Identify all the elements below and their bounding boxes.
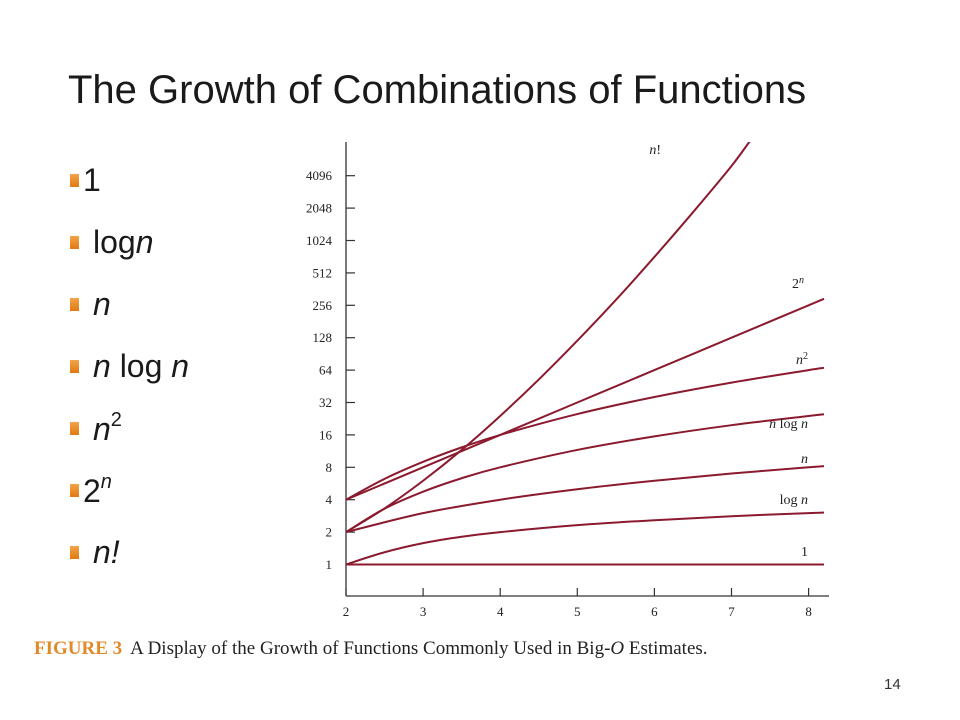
y-tick-label: 1024 [306, 233, 333, 248]
bullet-text-part: 2 [110, 408, 122, 431]
x-tick-label: 2 [343, 604, 350, 619]
bullet-text-part: 2 [83, 472, 101, 509]
bullet-text: n2 [93, 409, 122, 448]
series-label-n: n [801, 452, 808, 467]
bullet-square-icon [70, 235, 79, 249]
growth-chart: 1 2 4 8 16 32 64 128 256 512 1024 2048 4096 2 3 4 5 6 7 8 1 l… [306, 142, 829, 619]
series-label-part: n [799, 275, 804, 286]
series-line-log-n [346, 511, 825, 566]
bullet-square-icon [70, 421, 79, 435]
bullet-square-icon [70, 297, 79, 311]
figure-label: FIGURE 3 [34, 638, 123, 659]
series-label-part: log [776, 417, 801, 432]
series-line-n-2 [346, 366, 825, 501]
bullet-item: 1 [70, 160, 101, 200]
figure-caption: FIGURE 3 A Display of the Growth of Funct… [34, 638, 708, 660]
bullet-text: n log n [93, 348, 189, 385]
series-label-n-: n! [649, 143, 661, 158]
x-tick-label: 8 [805, 604, 812, 619]
x-tick-label: 5 [574, 604, 581, 619]
series-label-part: log [780, 493, 801, 508]
bullet-text-part: n [171, 347, 190, 384]
bullet-item: n [70, 284, 111, 324]
bullet-text: logn [93, 224, 154, 261]
caption-text-before: A Display of the Growth of Functions Com… [130, 638, 611, 659]
bullet-square-icon [70, 359, 79, 373]
series-label-part: n [769, 417, 776, 432]
series-label-part: n [801, 493, 808, 508]
y-tick-label: 16 [319, 427, 333, 442]
series-label-1: 1 [801, 545, 808, 560]
bullet-text-part: 1 [83, 161, 101, 198]
bullet-text-part: ! [110, 533, 120, 570]
series-label-part: 1 [801, 545, 808, 560]
x-tick-label: 4 [497, 604, 504, 619]
bullet-superscript: 2 [111, 409, 122, 431]
y-tick-label: 4096 [306, 168, 333, 183]
y-tick-label: 128 [313, 330, 333, 345]
bullet-text-part: n [93, 347, 111, 384]
y-tick-label: 512 [313, 265, 333, 280]
series-label-part: n [649, 143, 656, 158]
x-tick-label: 7 [728, 604, 735, 619]
series-label-part: n [796, 353, 803, 368]
bullet-text: n [93, 286, 111, 323]
y-tick-label: 4 [326, 492, 333, 507]
series-label-part: n [801, 417, 808, 432]
series-label-part: n [801, 452, 808, 467]
y-tick-label: 64 [319, 363, 333, 378]
y-tick-label: 32 [319, 395, 332, 410]
bullet-square-icon [70, 545, 79, 559]
bullet-text: n! [93, 534, 120, 571]
bullet-text-part: log [93, 223, 136, 260]
bullet-text-part: n [93, 533, 111, 570]
bullet-text-part: n [93, 285, 111, 322]
bullet-text: 2n [83, 471, 112, 510]
bullet-item: n2 [70, 408, 122, 448]
series-line-n [346, 465, 825, 534]
y-tick-label: 8 [326, 460, 333, 475]
y-tick-label: 2 [326, 525, 333, 540]
series-line-n- [346, 142, 751, 533]
bullet-text-part: log [110, 347, 172, 384]
bullet-item: n log n [70, 346, 189, 386]
bullet-text-part: n [93, 410, 111, 447]
x-tick-label: 3 [420, 604, 427, 619]
series-label-part: 2 [803, 351, 808, 362]
y-tick-label: 2048 [306, 201, 332, 216]
bullet-text: 1 [83, 162, 101, 199]
y-tick-label: 1 [326, 557, 333, 572]
bullet-text-part: n [135, 223, 154, 260]
slide-title: The Growth of Combinations of Functions [68, 68, 807, 112]
series-label-part: 2 [792, 277, 799, 292]
series-label-n-log-n: n log n [769, 417, 808, 432]
caption-text-after: Estimates. [624, 638, 708, 659]
page-number: 14 [884, 676, 901, 693]
bullet-item: logn [70, 222, 154, 262]
y-tick-label: 256 [313, 298, 333, 313]
series-label-n-2: n2 [796, 351, 808, 369]
bullet-text-part: n [100, 470, 112, 493]
bullet-square-icon [70, 483, 79, 497]
bullet-square-icon [70, 173, 79, 187]
bullet-item: 2n [70, 470, 112, 510]
bullet-item: n! [70, 532, 120, 572]
x-tick-label: 6 [651, 604, 658, 619]
series-label-log-n: log n [780, 493, 808, 508]
bullet-superscript: n [101, 471, 112, 493]
caption-text-italic: O [610, 638, 625, 659]
series-label-part: ! [656, 143, 661, 158]
series-line-2-n [346, 297, 825, 501]
series-label-2-n: 2n [792, 275, 804, 293]
series-line-n-log-n [346, 413, 825, 533]
